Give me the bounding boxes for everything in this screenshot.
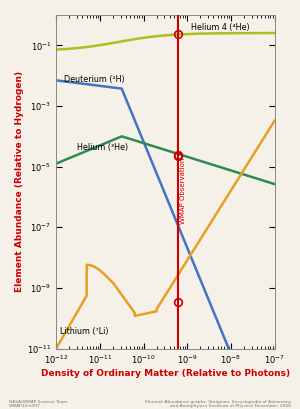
Text: Deuterium (²H): Deuterium (²H) xyxy=(64,74,124,83)
Text: Lithium (⁷Li): Lithium (⁷Li) xyxy=(60,327,108,337)
Text: WMAP Observation: WMAP Observation xyxy=(181,158,187,224)
Text: NASA/WMAP Science Team
WMAP12/n097: NASA/WMAP Science Team WMAP12/n097 xyxy=(9,400,68,408)
Y-axis label: Element Abundance (Relative to Hydrogen): Element Abundance (Relative to Hydrogen) xyxy=(15,71,24,292)
Text: Element Abundance graphs: Steigman, Encyclopedia of Astronomy
and Astrophysics (: Element Abundance graphs: Steigman, Ency… xyxy=(145,400,291,408)
Text: Helium 4 (⁴He): Helium 4 (⁴He) xyxy=(190,23,249,32)
Text: Helium (³He): Helium (³He) xyxy=(77,143,128,152)
X-axis label: Density of Ordinary Matter (Relative to Photons): Density of Ordinary Matter (Relative to … xyxy=(41,369,290,378)
